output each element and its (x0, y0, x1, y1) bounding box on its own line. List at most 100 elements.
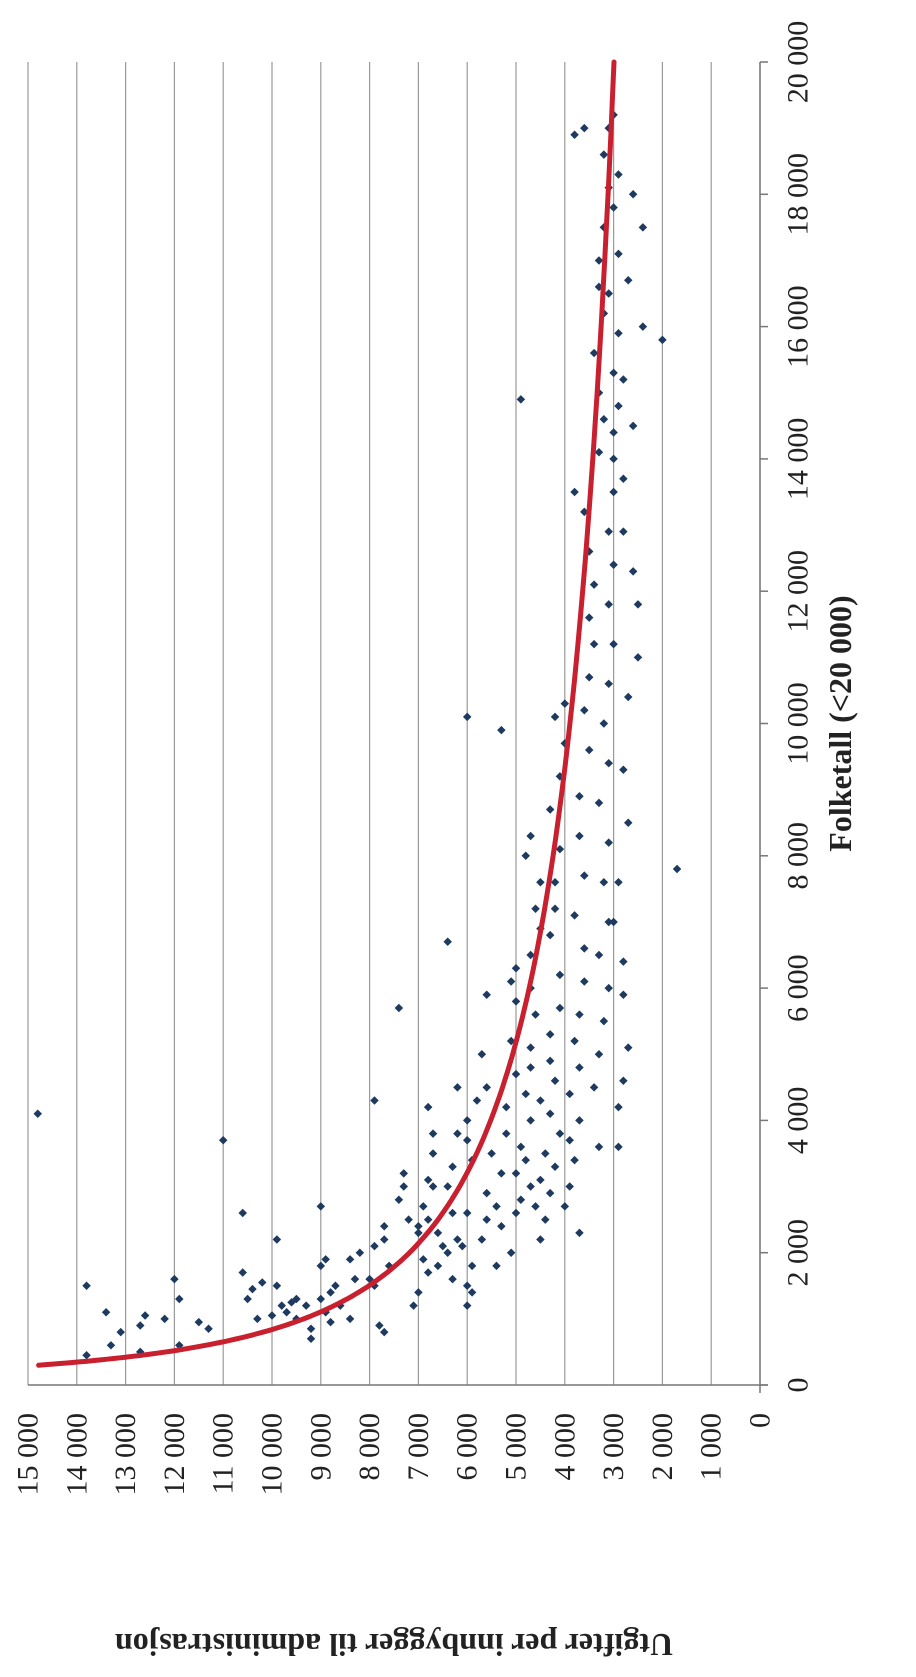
data-point (541, 1149, 550, 1158)
data-point (433, 1228, 443, 1238)
data-point (326, 1317, 335, 1327)
data-point (443, 1182, 452, 1191)
data-point (331, 1281, 340, 1291)
data-point (316, 1294, 326, 1304)
data-point (628, 421, 638, 431)
data-point (345, 1314, 355, 1324)
data-point (477, 1050, 487, 1059)
data-point (589, 580, 599, 589)
data-point (350, 1274, 360, 1284)
data-point (589, 1083, 599, 1092)
data-point (555, 844, 565, 854)
data-point (545, 1056, 555, 1066)
data-point (487, 1149, 496, 1158)
data-point (272, 1235, 282, 1244)
data-point (135, 1321, 145, 1330)
data-point (448, 1274, 457, 1284)
data-point (628, 567, 638, 576)
data-point (599, 414, 609, 424)
data-point (409, 1301, 418, 1310)
y-tick-label: 10 000 (256, 1413, 289, 1496)
data-point (565, 1136, 574, 1145)
data-point (516, 395, 526, 404)
x-tick-label: 8 000 (782, 822, 815, 890)
data-point (438, 1241, 448, 1251)
data-point (619, 375, 628, 384)
data-point (589, 348, 599, 358)
y-tick-label: 11 000 (207, 1413, 240, 1494)
data-point (170, 1274, 179, 1284)
data-point (550, 712, 560, 722)
data-point (267, 1311, 277, 1320)
data-point (555, 1129, 565, 1138)
data-point (619, 990, 628, 999)
data-point (33, 1109, 43, 1119)
data-point (570, 1036, 579, 1046)
data-point (101, 1307, 111, 1317)
y-tick-label: 5 000 (500, 1413, 533, 1481)
data-point (565, 1089, 574, 1099)
data-point (575, 1116, 584, 1125)
data-point (570, 487, 579, 497)
data-point (594, 448, 604, 457)
data-point (175, 1294, 184, 1304)
data-point (511, 964, 521, 973)
data-point (623, 818, 633, 827)
data-point (248, 1284, 257, 1294)
data-point (594, 256, 604, 265)
data-point (414, 1221, 423, 1231)
data-point (375, 1321, 384, 1330)
data-point (545, 805, 555, 814)
data-point (506, 1248, 516, 1257)
data-point (272, 1281, 282, 1291)
data-point (575, 1063, 584, 1072)
data-point (570, 1155, 579, 1165)
data-point (526, 831, 535, 841)
data-point (116, 1327, 125, 1337)
data-point (482, 1215, 491, 1224)
x-tick-label: 4 000 (782, 1087, 815, 1155)
data-point (604, 917, 613, 927)
data-point (404, 1215, 413, 1224)
data-point (370, 1096, 379, 1105)
data-point (633, 653, 643, 662)
y-tick-label: 12 000 (158, 1413, 191, 1496)
y-tick-labels: 0 1 000 2 000 3 000 4 000 5 000 6 000 7 000 8 00… (12, 1413, 777, 1496)
data-point (218, 1136, 228, 1145)
x-tick-label: 18 000 (782, 153, 815, 236)
data-point (526, 1043, 535, 1052)
data-point (550, 1076, 560, 1085)
data-point (497, 1169, 506, 1178)
data-point (545, 1188, 555, 1198)
data-point (599, 878, 609, 887)
x-tick-label: 16 000 (782, 285, 815, 368)
data-point (521, 1089, 531, 1099)
data-point (526, 950, 535, 960)
data-point (609, 917, 618, 927)
data-point (453, 1083, 462, 1092)
y-axis-title: Utgifter per innbygger til administrasjo… (115, 1627, 673, 1663)
data-point (306, 1324, 316, 1334)
data-point (526, 1116, 535, 1125)
data-point (541, 1215, 550, 1224)
data-point (604, 527, 613, 536)
y-tick-label: 9 000 (304, 1413, 337, 1481)
data-point (550, 904, 560, 913)
data-point (609, 454, 618, 464)
x-tick-label: 0 (782, 1378, 815, 1393)
data-point (467, 1288, 477, 1297)
data-point (614, 1142, 623, 1152)
data-point (423, 1102, 433, 1112)
data-points (33, 110, 682, 1360)
data-point (277, 1301, 287, 1310)
data-point (594, 1142, 604, 1152)
data-point (492, 1202, 501, 1211)
data-point (658, 335, 667, 345)
data-point (472, 1096, 482, 1105)
y-tick-label: 8 000 (353, 1413, 386, 1481)
data-point (257, 1278, 267, 1287)
data-point (604, 289, 613, 298)
data-point (614, 401, 623, 411)
data-point (604, 758, 613, 768)
